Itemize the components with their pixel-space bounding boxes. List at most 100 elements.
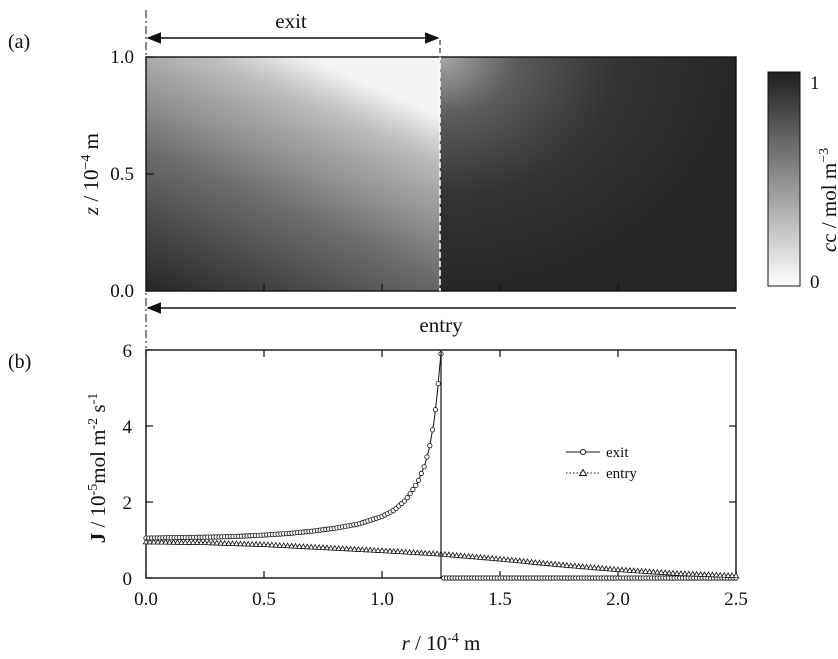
point-entry — [276, 541, 284, 548]
point-entry — [280, 542, 287, 548]
point-entry — [618, 566, 626, 573]
point-entry — [178, 538, 185, 545]
point-entry — [716, 571, 724, 578]
point-entry — [571, 562, 579, 569]
point-entry — [327, 544, 335, 551]
colorbar-max-label: 1 — [810, 73, 820, 94]
point-entry — [193, 539, 201, 545]
point-entry — [705, 571, 712, 578]
point-entry — [264, 541, 272, 548]
ytick-label: 0.5 — [110, 164, 134, 185]
panel-b-xlabel: r / 10-4 m — [402, 631, 481, 655]
point-exit — [418, 470, 424, 477]
colorbar: 1 0 cc / mol m−3 — [767, 71, 838, 293]
point-entry — [221, 539, 228, 546]
point-entry — [654, 568, 661, 575]
legend-exit-marker — [580, 449, 586, 455]
point-entry — [303, 543, 311, 550]
point-entry — [693, 570, 700, 577]
point-entry — [378, 547, 386, 554]
point-exit — [407, 490, 413, 497]
point-entry — [709, 571, 716, 578]
point-entry — [587, 563, 594, 570]
point-entry — [555, 561, 563, 568]
point-entry — [457, 552, 464, 559]
point-entry — [650, 568, 657, 575]
point-entry — [724, 572, 732, 578]
point-entry — [465, 552, 472, 559]
point-entry — [536, 559, 543, 566]
point-entry — [602, 565, 610, 572]
panel-b-label: (b) — [8, 351, 31, 373]
point-entry — [563, 561, 571, 568]
point-entry — [225, 540, 232, 546]
point-entry — [217, 539, 225, 546]
point-entry — [311, 543, 319, 550]
point-entry — [237, 540, 244, 547]
point-entry — [284, 542, 291, 549]
point-entry — [272, 541, 280, 548]
panel-b: (b) 0.0 0.5 1.0 1.5 2.0 2.5 0 2 4 6 r / 10-4 m J … — [8, 341, 748, 655]
point-entry — [689, 570, 697, 577]
point-entry — [441, 550, 449, 557]
point-entry — [213, 539, 221, 546]
point-entry — [162, 538, 169, 545]
panel-b-ylabel: J / 10-5mol m-2 s-1 — [86, 393, 110, 544]
point-entry — [410, 549, 417, 555]
panel-a: (a) exit entry 1.0 0.5 0.0 — [8, 9, 838, 348]
ytick-label: 0.0 — [110, 281, 134, 302]
point-exit — [429, 427, 436, 433]
point-entry — [480, 554, 488, 561]
point-entry — [732, 572, 740, 579]
ytick-label: 1.0 — [110, 47, 134, 68]
point-entry — [292, 542, 299, 549]
point-entry — [268, 541, 276, 548]
point-entry — [146, 538, 154, 545]
point-entry — [634, 567, 641, 574]
point-entry — [630, 567, 638, 574]
legend-exit-label: exit — [606, 445, 629, 461]
point-entry — [665, 569, 673, 576]
point-entry — [319, 544, 327, 550]
colorbar-gradient — [767, 71, 801, 287]
point-entry — [359, 546, 366, 553]
point-entry — [390, 547, 398, 554]
point-entry — [669, 569, 677, 576]
point-entry — [296, 542, 303, 549]
point-entry — [362, 546, 370, 553]
point-exit — [410, 486, 416, 493]
point-entry — [677, 570, 685, 576]
point-entry — [252, 540, 260, 547]
point-entry — [626, 566, 634, 573]
point-entry — [539, 559, 547, 566]
point-entry — [473, 553, 480, 560]
point-entry — [382, 547, 390, 554]
point-entry — [300, 543, 307, 549]
point-entry — [331, 544, 339, 551]
point-entry — [492, 555, 500, 562]
point-entry — [229, 540, 236, 546]
point-entry — [248, 540, 256, 547]
point-entry — [256, 541, 264, 547]
point-exit — [435, 380, 441, 387]
point-exit — [401, 498, 408, 504]
xtick-label: 0.5 — [252, 589, 276, 610]
point-entry — [508, 556, 516, 563]
point-entry — [583, 563, 590, 570]
entry-label: entry — [419, 313, 463, 337]
heatmap-entry-region — [440, 57, 736, 291]
point-entry — [591, 564, 598, 571]
point-entry — [170, 538, 177, 545]
point-exit — [415, 477, 422, 483]
point-entry — [449, 551, 457, 558]
point-entry — [461, 552, 468, 559]
point-entry — [728, 572, 736, 578]
point-entry — [370, 546, 378, 553]
point-entry — [406, 548, 413, 555]
point-entry — [209, 539, 217, 546]
point-entry — [496, 555, 504, 562]
point-entry — [575, 562, 582, 569]
point-entry — [524, 558, 531, 565]
point-entry — [720, 571, 728, 578]
point-entry — [307, 543, 315, 550]
